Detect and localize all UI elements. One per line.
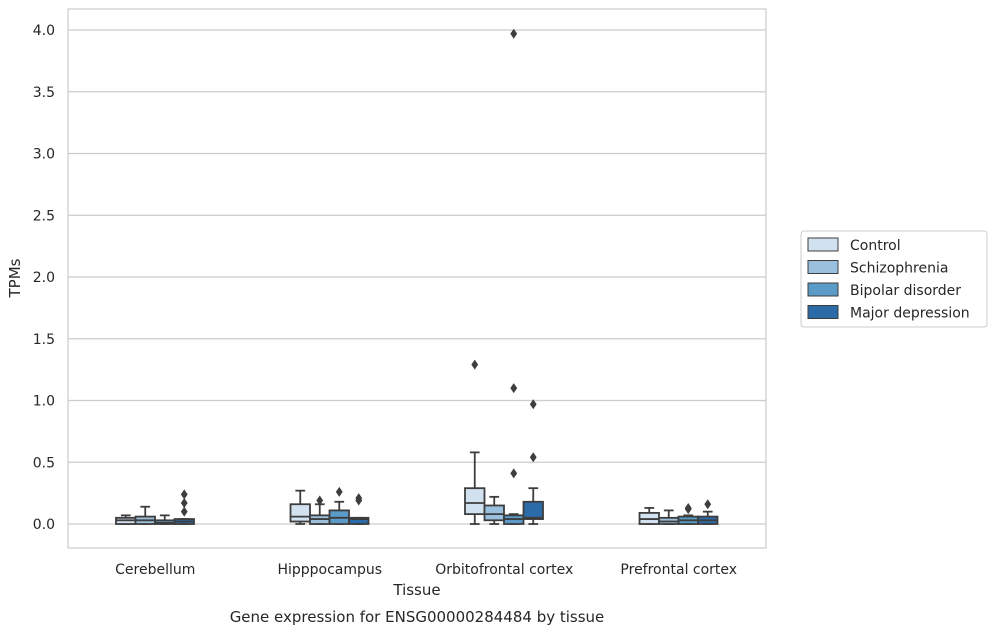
- outlier-point: [704, 499, 712, 510]
- plot-frame: [67, 8, 767, 549]
- y-axis-title: TPMs: [6, 258, 24, 298]
- y-tick-label: 3.0: [33, 147, 55, 163]
- legend-label: Control: [850, 238, 901, 254]
- box: [658, 509, 680, 525]
- legend: Control Schizophrenia Bipolar disorder Majo…: [800, 230, 988, 328]
- legend-label: Bipolar disorder: [850, 283, 961, 299]
- legend-swatch: [807, 260, 839, 274]
- outlier-point: [510, 28, 518, 39]
- box-body: [464, 487, 486, 516]
- y-tick-label: 2.5: [33, 208, 55, 224]
- box-body: [522, 500, 544, 520]
- legend-swatch: [807, 305, 839, 319]
- box: [638, 507, 660, 525]
- outlier-point: [180, 489, 188, 500]
- x-axis-title: Tissue: [392, 581, 440, 599]
- x-tick-label: Orbitofrontal cortex: [435, 562, 573, 578]
- x-tick-label: Prefrontal cortex: [620, 562, 737, 578]
- y-tick-label: 3.5: [33, 85, 55, 101]
- box-body: [289, 503, 311, 523]
- gridlines: [68, 29, 766, 525]
- box: [677, 502, 699, 525]
- box: [309, 495, 331, 525]
- box-body: [348, 516, 370, 525]
- outlier-point: [355, 493, 363, 504]
- legend-swatch: [807, 237, 839, 252]
- box: [348, 493, 370, 525]
- outlier-point: [510, 383, 518, 394]
- legend-swatch: [807, 282, 839, 297]
- box: [503, 28, 525, 525]
- y-axis-ticks: 0.0 0.5 1.0 1.5 2.0 2.5 3.0 3.5 4.0: [33, 23, 55, 533]
- box: [697, 499, 719, 525]
- box: [173, 489, 195, 525]
- box: [154, 514, 176, 525]
- box: [464, 359, 486, 525]
- box: [483, 495, 505, 525]
- box: [134, 505, 156, 525]
- y-tick-label: 4.0: [33, 23, 55, 39]
- outlier-point: [180, 498, 188, 509]
- outlier-point: [529, 399, 537, 410]
- y-tick-label: 1.5: [33, 332, 55, 348]
- outlier-point: [335, 486, 343, 497]
- x-axis-ticks: Cerebellum Hipppocampus Orbitofrontal cort…: [115, 562, 737, 578]
- outlier-point: [510, 468, 518, 479]
- legend-label: Schizophrenia: [850, 261, 948, 277]
- outlier-point: [316, 495, 324, 506]
- x-tick-label: Hipppocampus: [277, 562, 382, 578]
- y-tick-label: 0.0: [33, 517, 55, 533]
- legend-label: Major depression: [850, 306, 970, 322]
- outlier-point: [529, 452, 537, 463]
- box: [115, 514, 137, 525]
- box: [522, 399, 544, 525]
- box-body: [483, 504, 505, 522]
- boxes: [115, 28, 719, 525]
- y-tick-label: 0.5: [33, 455, 55, 471]
- outlier-point: [180, 506, 188, 517]
- y-tick-label: 2.0: [33, 270, 55, 286]
- figure-caption: Gene expression for ENSG00000284484 by t…: [230, 608, 605, 626]
- outlier-point: [471, 359, 479, 370]
- box: [289, 489, 311, 525]
- y-tick-label: 1.0: [33, 394, 55, 410]
- box: [328, 486, 350, 525]
- legend-frame: [800, 230, 988, 328]
- x-tick-label: Cerebellum: [115, 562, 195, 578]
- outlier-point: [684, 502, 692, 513]
